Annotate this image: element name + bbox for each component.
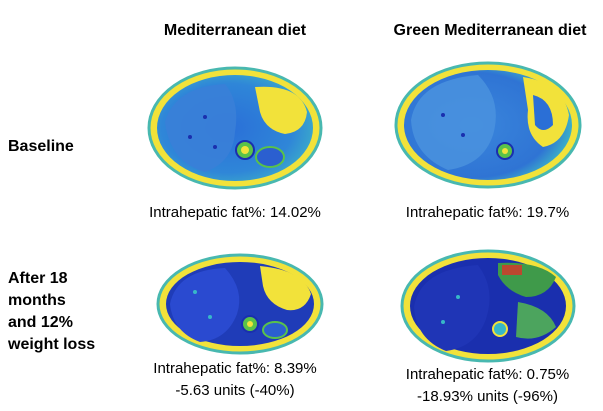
column-header-green-mediterranean: Green Mediterranean diet: [393, 22, 587, 39]
caption-mediterranean-baseline: Intrahepatic fat%: 14.02%: [140, 202, 330, 224]
caption-green-mediterranean-after: Intrahepatic fat%: 0.75% -18.93% units (…: [385, 364, 590, 408]
row-label-after-line-1: After 18: [8, 270, 68, 287]
fat-value-mediterranean-after: Intrahepatic fat%: 8.39%: [153, 360, 317, 377]
caption-green-mediterranean-baseline: Intrahepatic fat%: 19.7%: [385, 202, 590, 224]
row-label-baseline: Baseline: [8, 138, 74, 155]
mri-scan-green-mediterranean-after: [398, 247, 578, 365]
fat-value-green-mediterranean-after: Intrahepatic fat%: 0.75%: [405, 366, 570, 383]
column-header-mediterranean: Mediterranean diet: [163, 22, 307, 39]
mri-scan-mediterranean-baseline: [145, 62, 325, 192]
row-label-after-line-2: months: [8, 292, 66, 309]
fat-change-green-mediterranean: -18.93% units (-96%): [417, 388, 558, 405]
fat-value-green-mediterranean-baseline: Intrahepatic fat%: 19.7%: [405, 204, 570, 221]
row-label-after-line-4: weight loss: [8, 336, 96, 353]
caption-mediterranean-after: Intrahepatic fat%: 8.39% -5.63 units (-4…: [140, 358, 330, 402]
fat-change-mediterranean: -5.63 units (-40%): [175, 382, 295, 399]
row-label-after: After 18 months and 12% weight loss: [8, 268, 95, 356]
row-label-after-line-3: and 12%: [8, 314, 73, 331]
fat-value-mediterranean-baseline: Intrahepatic fat%: 14.02%: [149, 204, 321, 221]
mri-scan-green-mediterranean-baseline: [393, 55, 583, 190]
mri-scan-mediterranean-after: [155, 252, 325, 357]
